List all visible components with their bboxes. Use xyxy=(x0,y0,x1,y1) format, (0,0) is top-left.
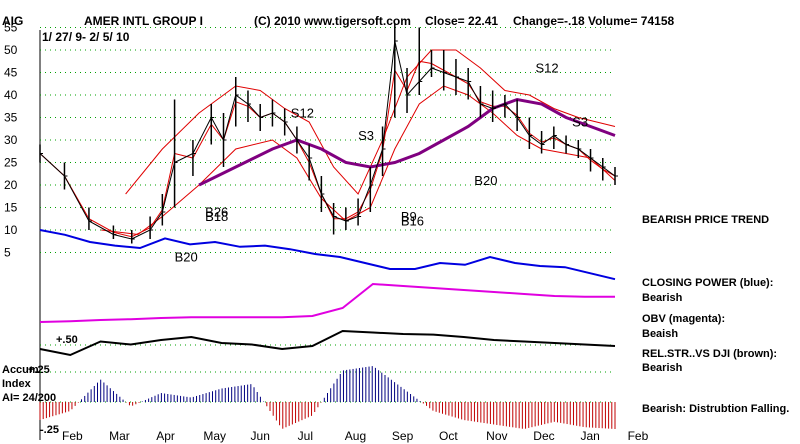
signal-label: B20 xyxy=(175,250,198,265)
x-month-label: Oct xyxy=(439,429,458,443)
x-month-label: Apr xyxy=(156,429,175,443)
date-range: 1/ 27/ 9- 2/ 5/ 10 xyxy=(42,30,130,44)
price-trend-label: BEARISH PRICE TREND xyxy=(642,214,770,226)
signal-label: S12 xyxy=(535,61,558,76)
relstr-value: Bearish xyxy=(642,362,683,374)
lower-band-line xyxy=(101,85,616,236)
accum-label: Accum xyxy=(2,364,39,376)
obv-title: OBV (magenta): xyxy=(642,313,726,325)
volume-value: Volume= 74158 xyxy=(588,14,675,28)
signal-label: B16 xyxy=(401,214,424,229)
x-month-label: Feb xyxy=(628,429,649,443)
y-tick-label: 20 xyxy=(4,178,18,192)
y-tick-label: 40 xyxy=(4,88,18,102)
accum-comment: Bearish: Distrubtion Falling. xyxy=(642,403,790,415)
ai-value: AI= 24/200 xyxy=(2,392,57,404)
closing-power-line xyxy=(39,229,616,281)
x-month-label: Jun xyxy=(251,429,270,443)
x-month-label: Feb xyxy=(62,429,83,443)
relstr-title: REL.STR..VS DJI (brown): xyxy=(642,348,778,360)
change-value: Change=-.18 xyxy=(513,14,585,28)
x-month-label: Mar xyxy=(109,429,130,443)
price-close-line xyxy=(39,40,616,240)
closing-power-value: Bearish xyxy=(642,292,683,304)
x-month-label: Jan xyxy=(580,429,599,443)
x-month-label: Dec xyxy=(533,429,554,443)
index-label: Index xyxy=(2,378,31,390)
y-tick-label: 45 xyxy=(4,66,18,80)
signal-label: B20 xyxy=(474,173,497,188)
x-month-label: Jul xyxy=(298,429,313,443)
signal-label: S3 xyxy=(358,128,374,143)
signal-label: S12 xyxy=(291,106,314,121)
y-tick-label: 35 xyxy=(4,111,18,125)
level-50-label: +.50 xyxy=(56,334,78,346)
x-month-label: Nov xyxy=(486,429,507,443)
close-value: Close= 22.41 xyxy=(425,14,499,28)
obv-value: Beaish xyxy=(642,328,679,340)
y-tick-label: 30 xyxy=(4,133,18,147)
y-tick-label: 25 xyxy=(4,156,18,170)
closing-power-title: CLOSING POWER (blue): xyxy=(642,277,774,289)
obv-line xyxy=(39,282,615,323)
ticker-label: AIG xyxy=(2,14,24,28)
y-tick-label: 50 xyxy=(4,43,18,57)
y-tick-label: 5 xyxy=(4,246,11,260)
y-tick-label: 10 xyxy=(4,223,18,237)
signal-label: S3 xyxy=(572,115,588,130)
level-neg25-label: -.25 xyxy=(40,424,59,436)
x-month-label: Sep xyxy=(392,429,414,443)
copyright-label: (C) 2010 www.tigersoft.com xyxy=(254,14,411,28)
signal-label: B9 xyxy=(401,209,417,224)
rel-strength-line xyxy=(39,329,616,357)
moving-average-line xyxy=(198,97,616,187)
company-name: AMER INTL GROUP I xyxy=(84,14,203,28)
y-tick-label: 55 xyxy=(4,21,18,35)
x-month-label: May xyxy=(203,429,226,443)
level-25-label: +.25 xyxy=(28,364,50,376)
signal-label: B26 xyxy=(205,205,228,220)
signal-label: B18 xyxy=(205,209,228,224)
y-tick-label: 15 xyxy=(4,201,18,215)
x-month-label: Aug xyxy=(345,429,366,443)
